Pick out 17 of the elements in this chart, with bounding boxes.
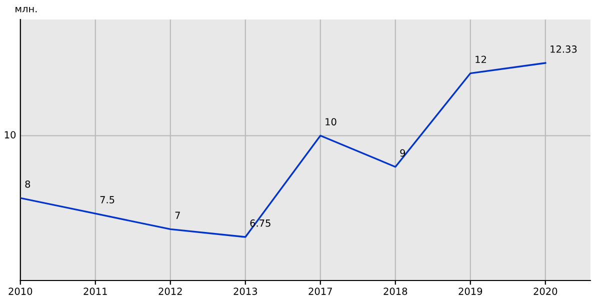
data-label: 12.33 <box>550 45 577 53</box>
x-tick-label: 2010 <box>8 288 32 295</box>
x-tick-label: 2020 <box>534 288 558 295</box>
ref-line-label: 10 <box>4 131 16 138</box>
x-tick-label: 2018 <box>384 288 408 295</box>
data-label: 12 <box>476 56 486 63</box>
x-tick-label: 2017 <box>308 288 332 295</box>
text: млн. <box>16 6 37 12</box>
data-label: 7 <box>175 212 180 219</box>
data-label: 7.5 <box>100 196 114 204</box>
data-label: 10 <box>326 118 336 126</box>
x-tick-label: 2019 <box>458 288 482 295</box>
x-tick-label: 2013 <box>234 288 257 295</box>
x-tick-label: 2012 <box>158 288 182 295</box>
data-label: 9 <box>400 149 406 157</box>
data-label: 8 <box>25 180 30 188</box>
x-tick-label: 2011 <box>84 288 107 295</box>
